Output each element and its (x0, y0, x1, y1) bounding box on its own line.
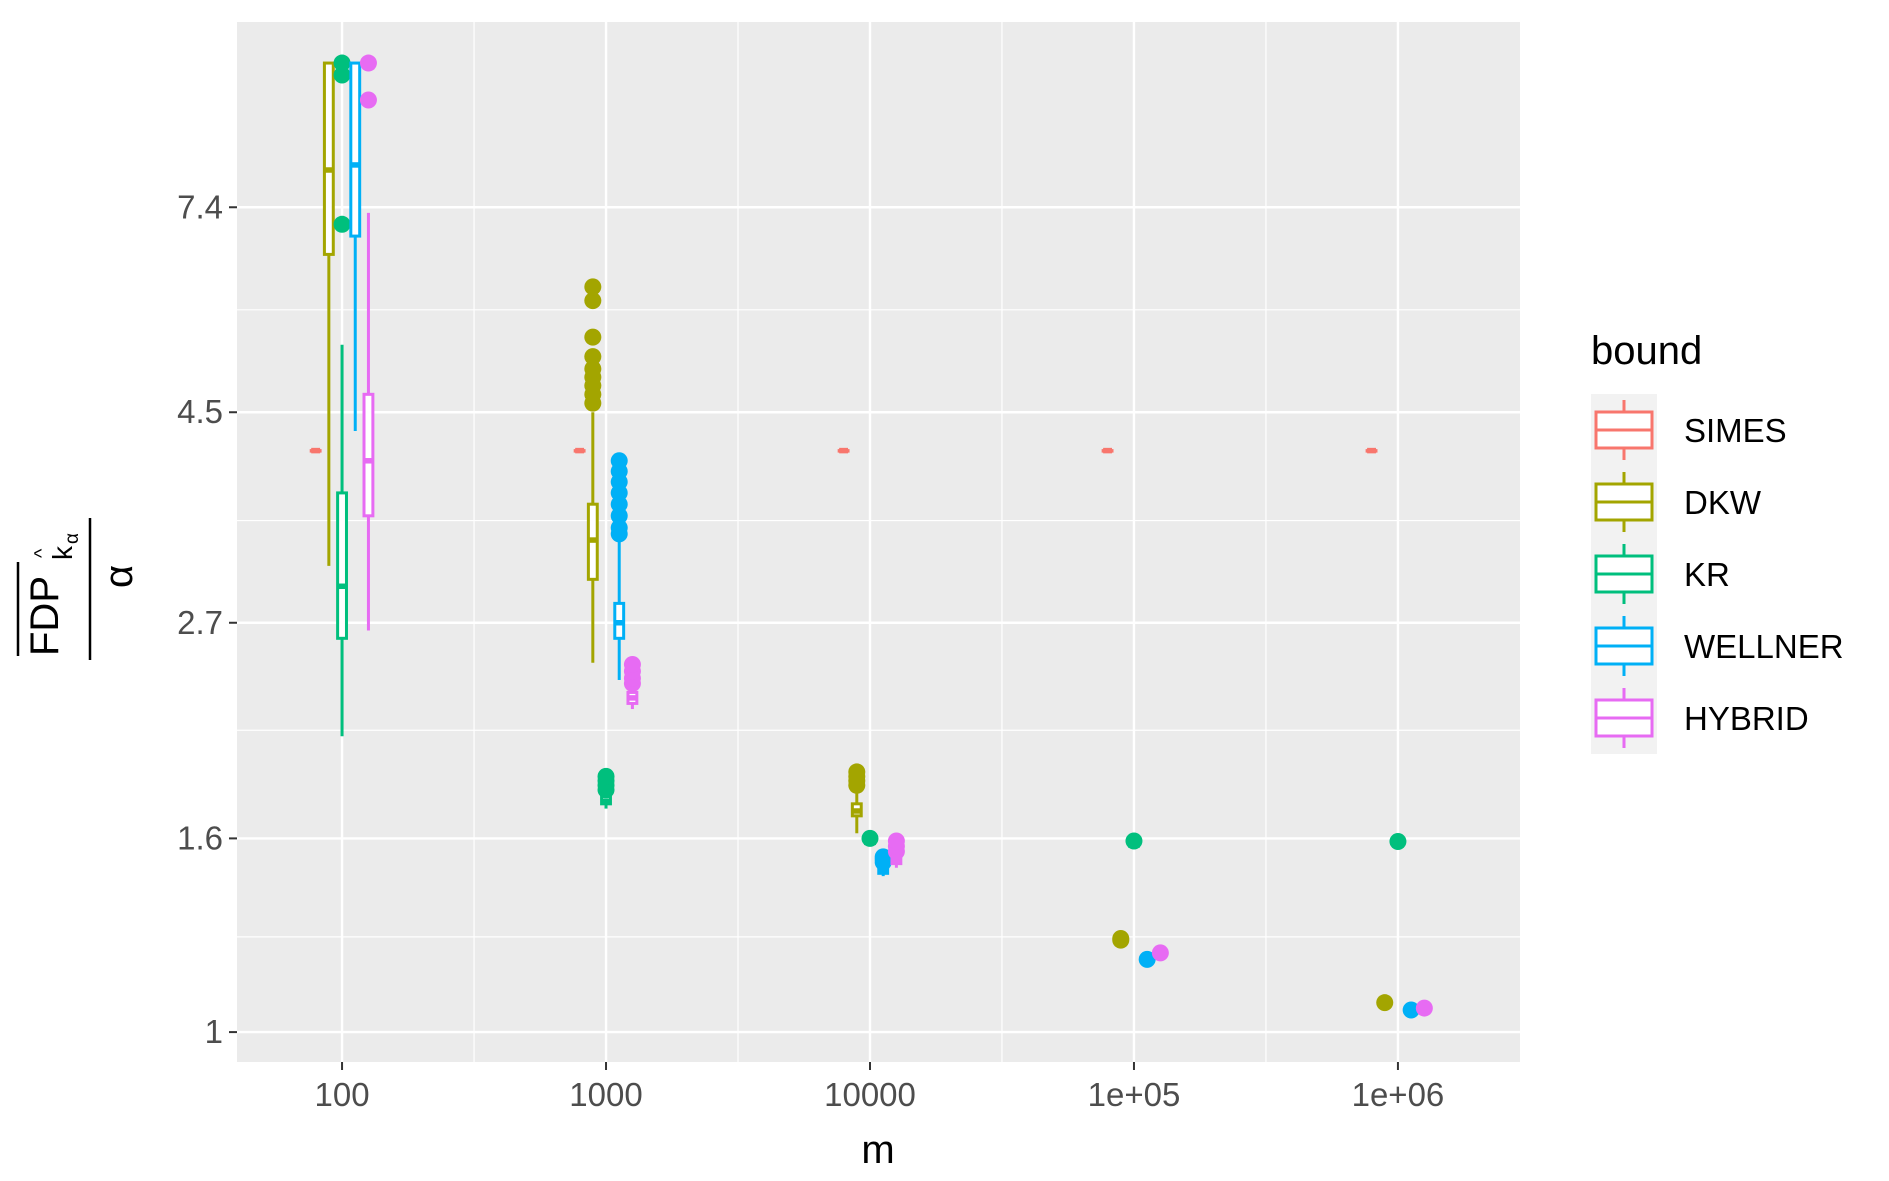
y-tick-label: 2.7 (177, 604, 223, 641)
legend-item-simes: SIMES (1594, 400, 1787, 460)
legend-label: WELLNER (1684, 628, 1844, 665)
panel-background (237, 22, 1520, 1062)
box-iqr (322, 61, 335, 256)
box-wellner (874, 848, 892, 877)
box-simes (309, 447, 322, 454)
box-kr (333, 54, 351, 737)
box-dkw (1376, 994, 1394, 1012)
outlier-point (333, 215, 351, 233)
y-axis-title-subscript: k (47, 545, 78, 560)
legend-title: bound (1591, 329, 1702, 373)
box-simes (1101, 447, 1114, 454)
outlier-point (359, 54, 377, 72)
chart-marks (309, 54, 1433, 1019)
outlier-point (333, 66, 351, 84)
y-tick-label: 4.5 (177, 393, 223, 430)
y-axis-title-hat: ^ (31, 548, 53, 558)
outlier-point (623, 655, 641, 673)
box-simes (573, 447, 586, 454)
box-iqr (362, 392, 375, 518)
box-simes (837, 447, 850, 454)
box-dkw (322, 61, 335, 566)
grid-minor (237, 22, 1520, 1062)
outlier-point (584, 360, 602, 378)
box-hybrid (1415, 999, 1433, 1017)
box-hybrid (359, 54, 377, 631)
box-wellner (610, 452, 628, 680)
x-tick-label: 1000 (569, 1076, 642, 1113)
outlier-point (1125, 832, 1143, 850)
outlier-point (610, 519, 628, 537)
y-tick-label: 1.6 (177, 819, 223, 856)
box-iqr (336, 491, 348, 640)
outlier-point (887, 832, 905, 850)
legend-label: KR (1684, 556, 1730, 593)
outlier-point (874, 848, 892, 866)
x-tick-label: 100 (315, 1076, 370, 1113)
legend-item-dkw: DKW (1594, 472, 1762, 532)
outlier-point (584, 348, 602, 366)
outlier-point (333, 54, 351, 72)
outlier-point (1151, 944, 1169, 962)
outlier-point (610, 452, 628, 470)
outlier-point (1138, 950, 1156, 968)
box-hybrid (887, 832, 905, 868)
x-tick-label: 1e+06 (1352, 1076, 1445, 1113)
box-dkw (848, 763, 866, 834)
box-wellner (1138, 950, 1156, 968)
outlier-point (597, 767, 615, 785)
box-wellner (1402, 1001, 1420, 1019)
outlier-point (848, 763, 866, 781)
outlier-point (584, 278, 602, 296)
y-axis: 1 1.6 2.7 4.5 7.4 (177, 188, 237, 1050)
legend-item-kr: KR (1594, 544, 1730, 604)
y-axis-title-numerator: FDP (23, 576, 67, 656)
box-kr (1389, 833, 1407, 851)
legend-label: HYBRID (1684, 700, 1809, 737)
box-iqr (349, 61, 362, 238)
x-axis-title: m (861, 1128, 894, 1172)
legend-item-wellner: WELLNER (1594, 616, 1844, 676)
x-tick-label: 1e+05 (1088, 1076, 1181, 1113)
y-tick-label: 7.4 (177, 188, 223, 225)
box-dkw (584, 278, 602, 663)
box-kr (1125, 832, 1143, 850)
legend: SIMES DKW KR WELLNER HYBRID (1591, 394, 1844, 754)
box-kr (597, 767, 615, 809)
legend-item-hybrid: HYBRID (1594, 688, 1809, 748)
box-kr (861, 829, 879, 847)
y-axis-title-denominator: α (97, 565, 141, 588)
outlier-point (1415, 999, 1433, 1017)
outlier-point (359, 91, 377, 109)
box-hybrid (623, 655, 641, 710)
x-tick-label: 10000 (824, 1076, 916, 1113)
box-dkw (1112, 929, 1130, 949)
box-hybrid (1151, 944, 1169, 962)
legend-label: DKW (1684, 484, 1762, 521)
box-simes (1365, 447, 1378, 454)
y-axis-title-subsubscript: α (62, 533, 83, 544)
outlier-point (1376, 994, 1394, 1012)
outlier-point (584, 328, 602, 346)
box-wellner (349, 61, 362, 431)
y-tick-label: 1 (205, 1013, 223, 1050)
x-axis: 100 1000 10000 1e+05 1e+06 (315, 1062, 1445, 1113)
outlier-point (584, 292, 602, 310)
y-axis-title: FDP k ^ α α (16, 518, 141, 660)
outlier-point (1112, 929, 1130, 947)
outlier-point (861, 829, 879, 847)
legend-label: SIMES (1684, 412, 1787, 449)
outlier-point (1389, 833, 1407, 851)
outlier-point (1402, 1001, 1420, 1019)
